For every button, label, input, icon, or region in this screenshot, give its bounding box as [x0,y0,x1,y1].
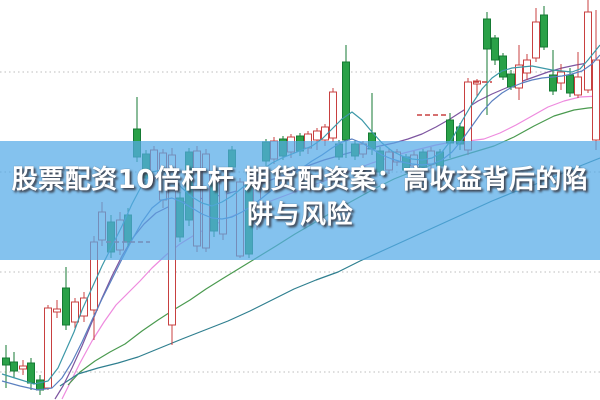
kline-chart-figure: 股票配资10倍杠杆 期货配资案：高收益背后的陷 阱与风险 [0,0,600,400]
candlestick-chart [0,0,600,400]
